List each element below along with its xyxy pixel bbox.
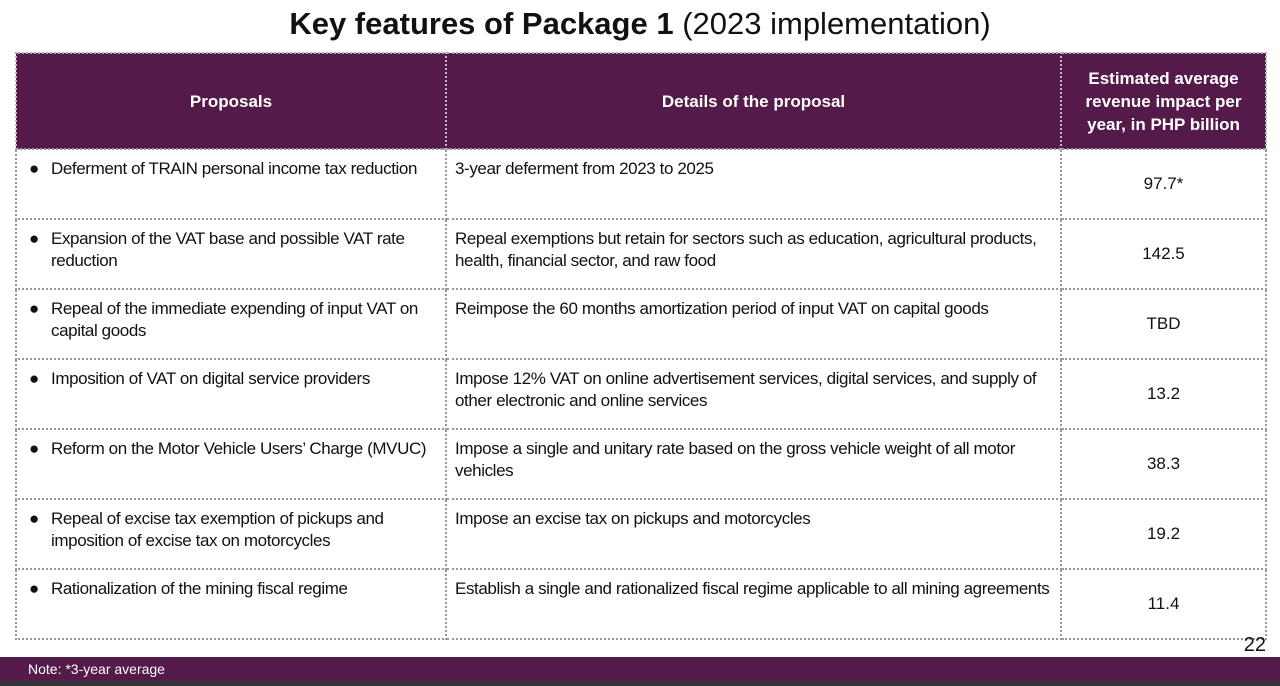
details-cell: 3-year deferment from 2023 to 2025 bbox=[445, 148, 1062, 220]
table-row: ● Reform on the Motor Vehicle Users’ Char… bbox=[15, 428, 1267, 500]
proposal-cell: ● Imposition of VAT on digital service pr… bbox=[15, 358, 447, 430]
header-details: Details of the proposal bbox=[445, 52, 1062, 149]
bullet-icon: ● bbox=[29, 369, 39, 388]
proposal-cell: ● Reform on the Motor Vehicle Users’ Char… bbox=[15, 428, 447, 500]
header-proposals: Proposals bbox=[15, 52, 447, 149]
details-cell: Reimpose the 60 months amortization peri… bbox=[445, 288, 1062, 360]
bottom-strip bbox=[0, 681, 1280, 686]
title-bold: Key features of Package 1 bbox=[289, 6, 674, 41]
proposal-cell: ● Deferment of TRAIN personal income tax … bbox=[15, 148, 447, 220]
page-number: 22 bbox=[1243, 634, 1266, 656]
footer-bar: Note: *3-year average bbox=[0, 657, 1280, 681]
impact-cell: 142.5 bbox=[1060, 218, 1267, 290]
details-cell: Repeal exemptions but retain for sectors… bbox=[445, 218, 1062, 290]
proposal-cell: ● Expansion of the VAT base and possible … bbox=[15, 218, 447, 290]
table-row: ● Imposition of VAT on digital service pr… bbox=[15, 358, 1267, 430]
details-cell: Establish a single and rationalized fisc… bbox=[445, 568, 1062, 640]
bullet-icon: ● bbox=[29, 299, 39, 318]
proposal-cell: ● Repeal of the immediate expending of in… bbox=[15, 288, 447, 360]
proposal-text: Repeal of excise tax exemption of pickup… bbox=[51, 509, 384, 550]
bullet-icon: ● bbox=[29, 159, 39, 178]
impact-cell: TBD bbox=[1060, 288, 1267, 360]
header-row: Proposals Details of the proposal Estima… bbox=[15, 52, 1267, 149]
impact-cell: 19.2 bbox=[1060, 498, 1267, 570]
details-cell: Impose an excise tax on pickups and moto… bbox=[445, 498, 1062, 570]
impact-cell: 11.4 bbox=[1060, 568, 1267, 640]
details-cell: Impose a single and unitary rate based o… bbox=[445, 428, 1062, 500]
proposal-cell: ● Rationalization of the mining fiscal re… bbox=[15, 568, 447, 640]
proposal-cell: ● Repeal of excise tax exemption of picku… bbox=[15, 498, 447, 570]
table-row: ● Expansion of the VAT base and possible … bbox=[15, 218, 1267, 290]
proposal-text: Expansion of the VAT base and possible V… bbox=[51, 229, 405, 270]
features-table: Proposals Details of the proposal Estima… bbox=[15, 52, 1267, 640]
proposal-text: Repeal of the immediate expending of inp… bbox=[51, 299, 418, 340]
bullet-icon: ● bbox=[29, 229, 39, 248]
header-impact: Estimated average revenue impact per yea… bbox=[1060, 52, 1267, 149]
table-row: ● Deferment of TRAIN personal income tax … bbox=[15, 148, 1267, 220]
proposal-text: Imposition of VAT on digital service pro… bbox=[51, 369, 370, 388]
title-normal: (2023 implementation) bbox=[682, 6, 991, 41]
bullet-icon: ● bbox=[29, 509, 39, 528]
impact-cell: 38.3 bbox=[1060, 428, 1267, 500]
proposal-text: Rationalization of the mining fiscal reg… bbox=[51, 579, 348, 598]
impact-cell: 97.7* bbox=[1060, 148, 1267, 220]
table-row: ● Repeal of the immediate expending of in… bbox=[15, 288, 1267, 360]
footer-note: Note: *3-year average bbox=[28, 661, 165, 677]
bullet-icon: ● bbox=[29, 579, 39, 598]
bullet-icon: ● bbox=[29, 439, 39, 458]
proposal-text: Deferment of TRAIN personal income tax r… bbox=[51, 159, 417, 178]
proposal-text: Reform on the Motor Vehicle Users’ Charg… bbox=[51, 439, 427, 458]
table-row: ● Repeal of excise tax exemption of picku… bbox=[15, 498, 1267, 570]
details-cell: Impose 12% VAT on online advertisement s… bbox=[445, 358, 1062, 430]
impact-cell: 13.2 bbox=[1060, 358, 1267, 430]
table-row: ● Rationalization of the mining fiscal re… bbox=[15, 568, 1267, 640]
slide-title: Key features of Package 1 (2023 implemen… bbox=[0, 6, 1280, 42]
